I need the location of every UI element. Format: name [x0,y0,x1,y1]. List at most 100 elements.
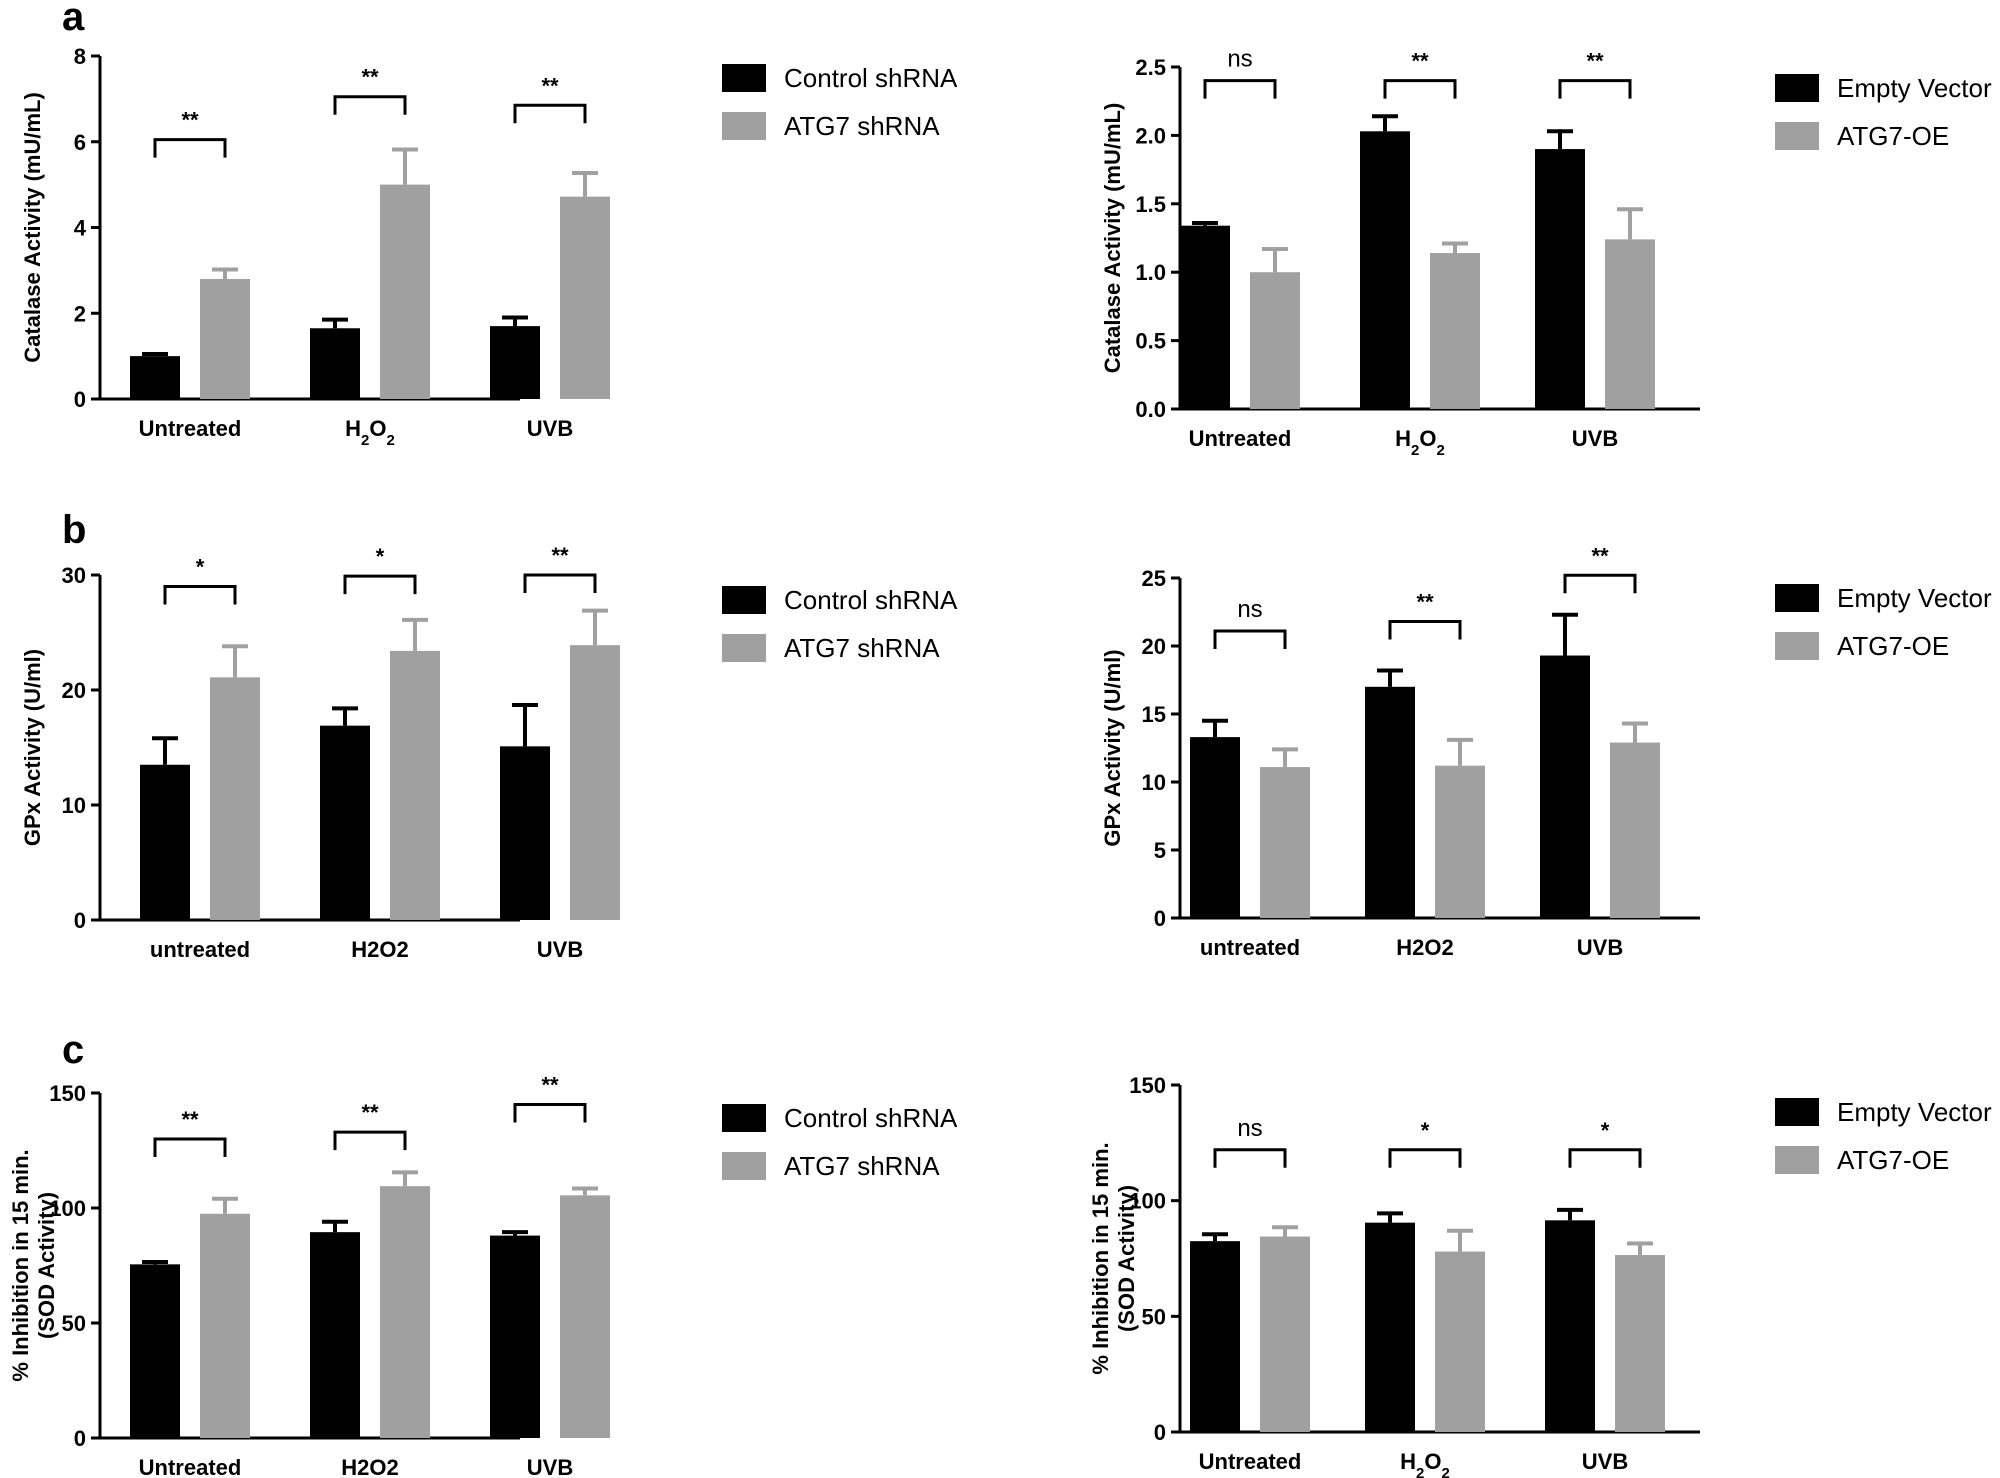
significance-label: ** [181,108,199,133]
bar-series2 [390,650,440,920]
x-tick-label: UVB [537,937,583,962]
y-tick-label: 1.0 [1135,260,1166,285]
significance-bracket [513,103,587,124]
y-tick-label: 30 [62,563,86,588]
legend-label: Control shRNA [784,585,958,615]
y-tick-label: 50 [1142,1304,1166,1329]
bar-series1 [1365,1222,1415,1432]
y-tick-label: 10 [1142,770,1166,795]
significance-label: ** [361,1100,379,1125]
legend-label: ATG7-OE [1837,1145,1949,1175]
bar-series1 [1190,737,1240,918]
x-tick-label: Untreated [1189,426,1292,451]
y-tick-label: 25 [1142,566,1166,591]
legend-swatch [722,586,766,614]
bar-series2 [1260,1236,1310,1432]
bar-series2 [1605,239,1655,409]
x-tick-label: untreated [1200,935,1300,960]
significance-label: ns [1237,1115,1262,1142]
bar-series1 [130,1264,180,1438]
legend-swatch [1775,1146,1819,1174]
bar-series2 [1435,765,1485,918]
x-tick-label: UVB [527,1455,573,1478]
significance-label: ** [1411,49,1429,74]
y-tick-label: 0 [1154,1420,1166,1445]
significance-bracket [1388,1148,1462,1168]
legend-label: ATG7 shRNA [784,633,940,663]
significance-bracket [1558,79,1632,99]
bar-series1 [140,764,190,920]
significance-bracket [1563,573,1637,594]
legend-label: Empty Vector [1837,73,1992,103]
significance-bracket [1568,1148,1642,1168]
bar-series1 [1540,655,1590,918]
x-tick-label: H2O2 [1395,426,1445,459]
legend-label: ATG7-OE [1837,121,1949,151]
legend-swatch [722,112,766,140]
y-tick-label: 2.5 [1135,55,1166,80]
y-tick-label: 0.0 [1135,397,1166,422]
significance-label: * [1601,1118,1610,1143]
y-tick-label: 6 [74,130,86,155]
bar-series2 [560,1195,610,1438]
x-tick-label: untreated [150,937,250,962]
x-tick-label: H2O2 [341,1455,398,1478]
significance-bracket [1383,79,1457,99]
y-tick-label: 0 [74,387,86,412]
legend-swatch [722,64,766,92]
significance-label: ** [541,1073,559,1098]
chart-c-left: 0 50 100 150 % Inhibition in 15 min.(SOD Act… [8,1073,958,1478]
y-axis-label: GPx Activity (U/ml) [1100,649,1125,846]
bar-series2 [1260,767,1310,918]
x-tick-label: H2O2 [345,416,395,449]
bar-series2 [1430,253,1480,409]
y-tick-label: 2.0 [1135,123,1166,148]
legend-label: Control shRNA [784,1103,958,1133]
y-axis-label: % Inhibition in 15 min.(SOD Activity) [8,1149,59,1381]
significance-label: ** [1586,49,1604,74]
chart-b-left: 0 10 20 30 GPx Activity (U/ml) * untreated * H2O… [20,543,958,962]
bar-series1 [500,746,550,920]
legend-label: Empty Vector [1837,583,1992,613]
significance-label: ** [551,543,569,568]
bar-series2 [200,1213,250,1438]
y-tick-label: 0 [74,908,86,933]
bar-series1 [310,1232,360,1438]
legend-swatch [722,634,766,662]
bar-series1 [1190,1241,1240,1432]
y-tick-label: 50 [62,1311,86,1336]
significance-label: ** [361,65,379,90]
y-tick-label: 20 [62,678,86,703]
significance-bracket [153,1137,227,1157]
bar-series2 [210,677,260,920]
panel-letter-b: b [62,508,86,552]
legend-swatch [722,1152,766,1180]
y-tick-label: 2 [74,301,86,326]
bar-series1 [490,1235,540,1438]
significance-bracket [163,585,237,605]
y-axis-label: % Inhibition in 15 min.(SOD Activity) [1088,1142,1139,1374]
significance-label: * [196,555,205,580]
significance-label: ns [1227,46,1252,73]
chart-a-left: 0 2 4 6 8 Catalase Activity (mU/mL) ** Untreate… [20,44,958,449]
legend-label: ATG7-OE [1837,631,1949,661]
significance-bracket [1213,629,1287,650]
legend-swatch [722,1104,766,1132]
legend-swatch [1775,584,1819,612]
significance-bracket [1388,620,1462,640]
significance-bracket [523,573,597,593]
legend-swatch [1775,1098,1819,1126]
panel-letter-a: a [62,0,85,39]
y-axis-label: GPx Activity (U/ml) [20,649,45,846]
legend-label: Empty Vector [1837,1097,1992,1127]
significance-bracket [343,574,417,595]
bar-series2 [1250,272,1300,409]
y-tick-label: 0.5 [1135,329,1166,354]
bar-series2 [200,278,250,399]
y-tick-label: 0 [74,1426,86,1451]
legend-label: Control shRNA [784,63,958,93]
y-tick-label: 15 [1142,702,1166,727]
legend-swatch [1775,74,1819,102]
x-tick-label: H2O2 [351,937,408,962]
